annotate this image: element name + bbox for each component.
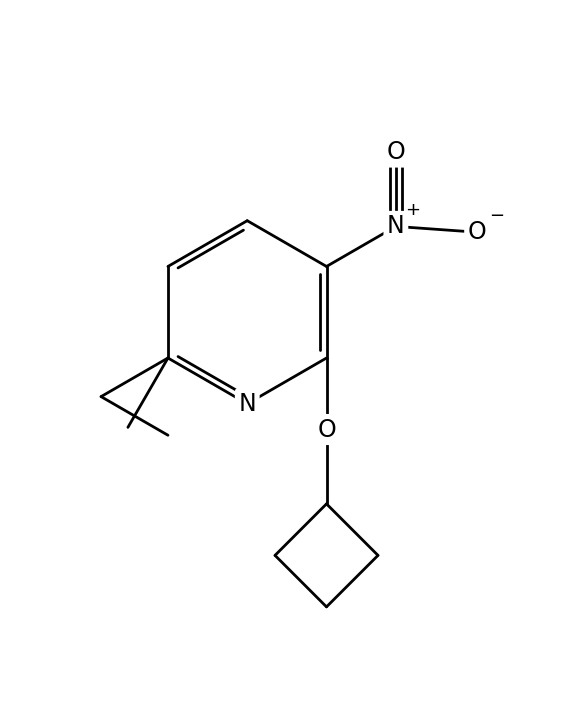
Text: +: +	[406, 201, 421, 219]
Text: N: N	[239, 392, 256, 416]
Text: N: N	[387, 214, 405, 238]
Text: O: O	[468, 220, 486, 244]
Text: −: −	[489, 207, 505, 225]
Text: O: O	[317, 417, 336, 442]
Text: O: O	[387, 140, 406, 164]
